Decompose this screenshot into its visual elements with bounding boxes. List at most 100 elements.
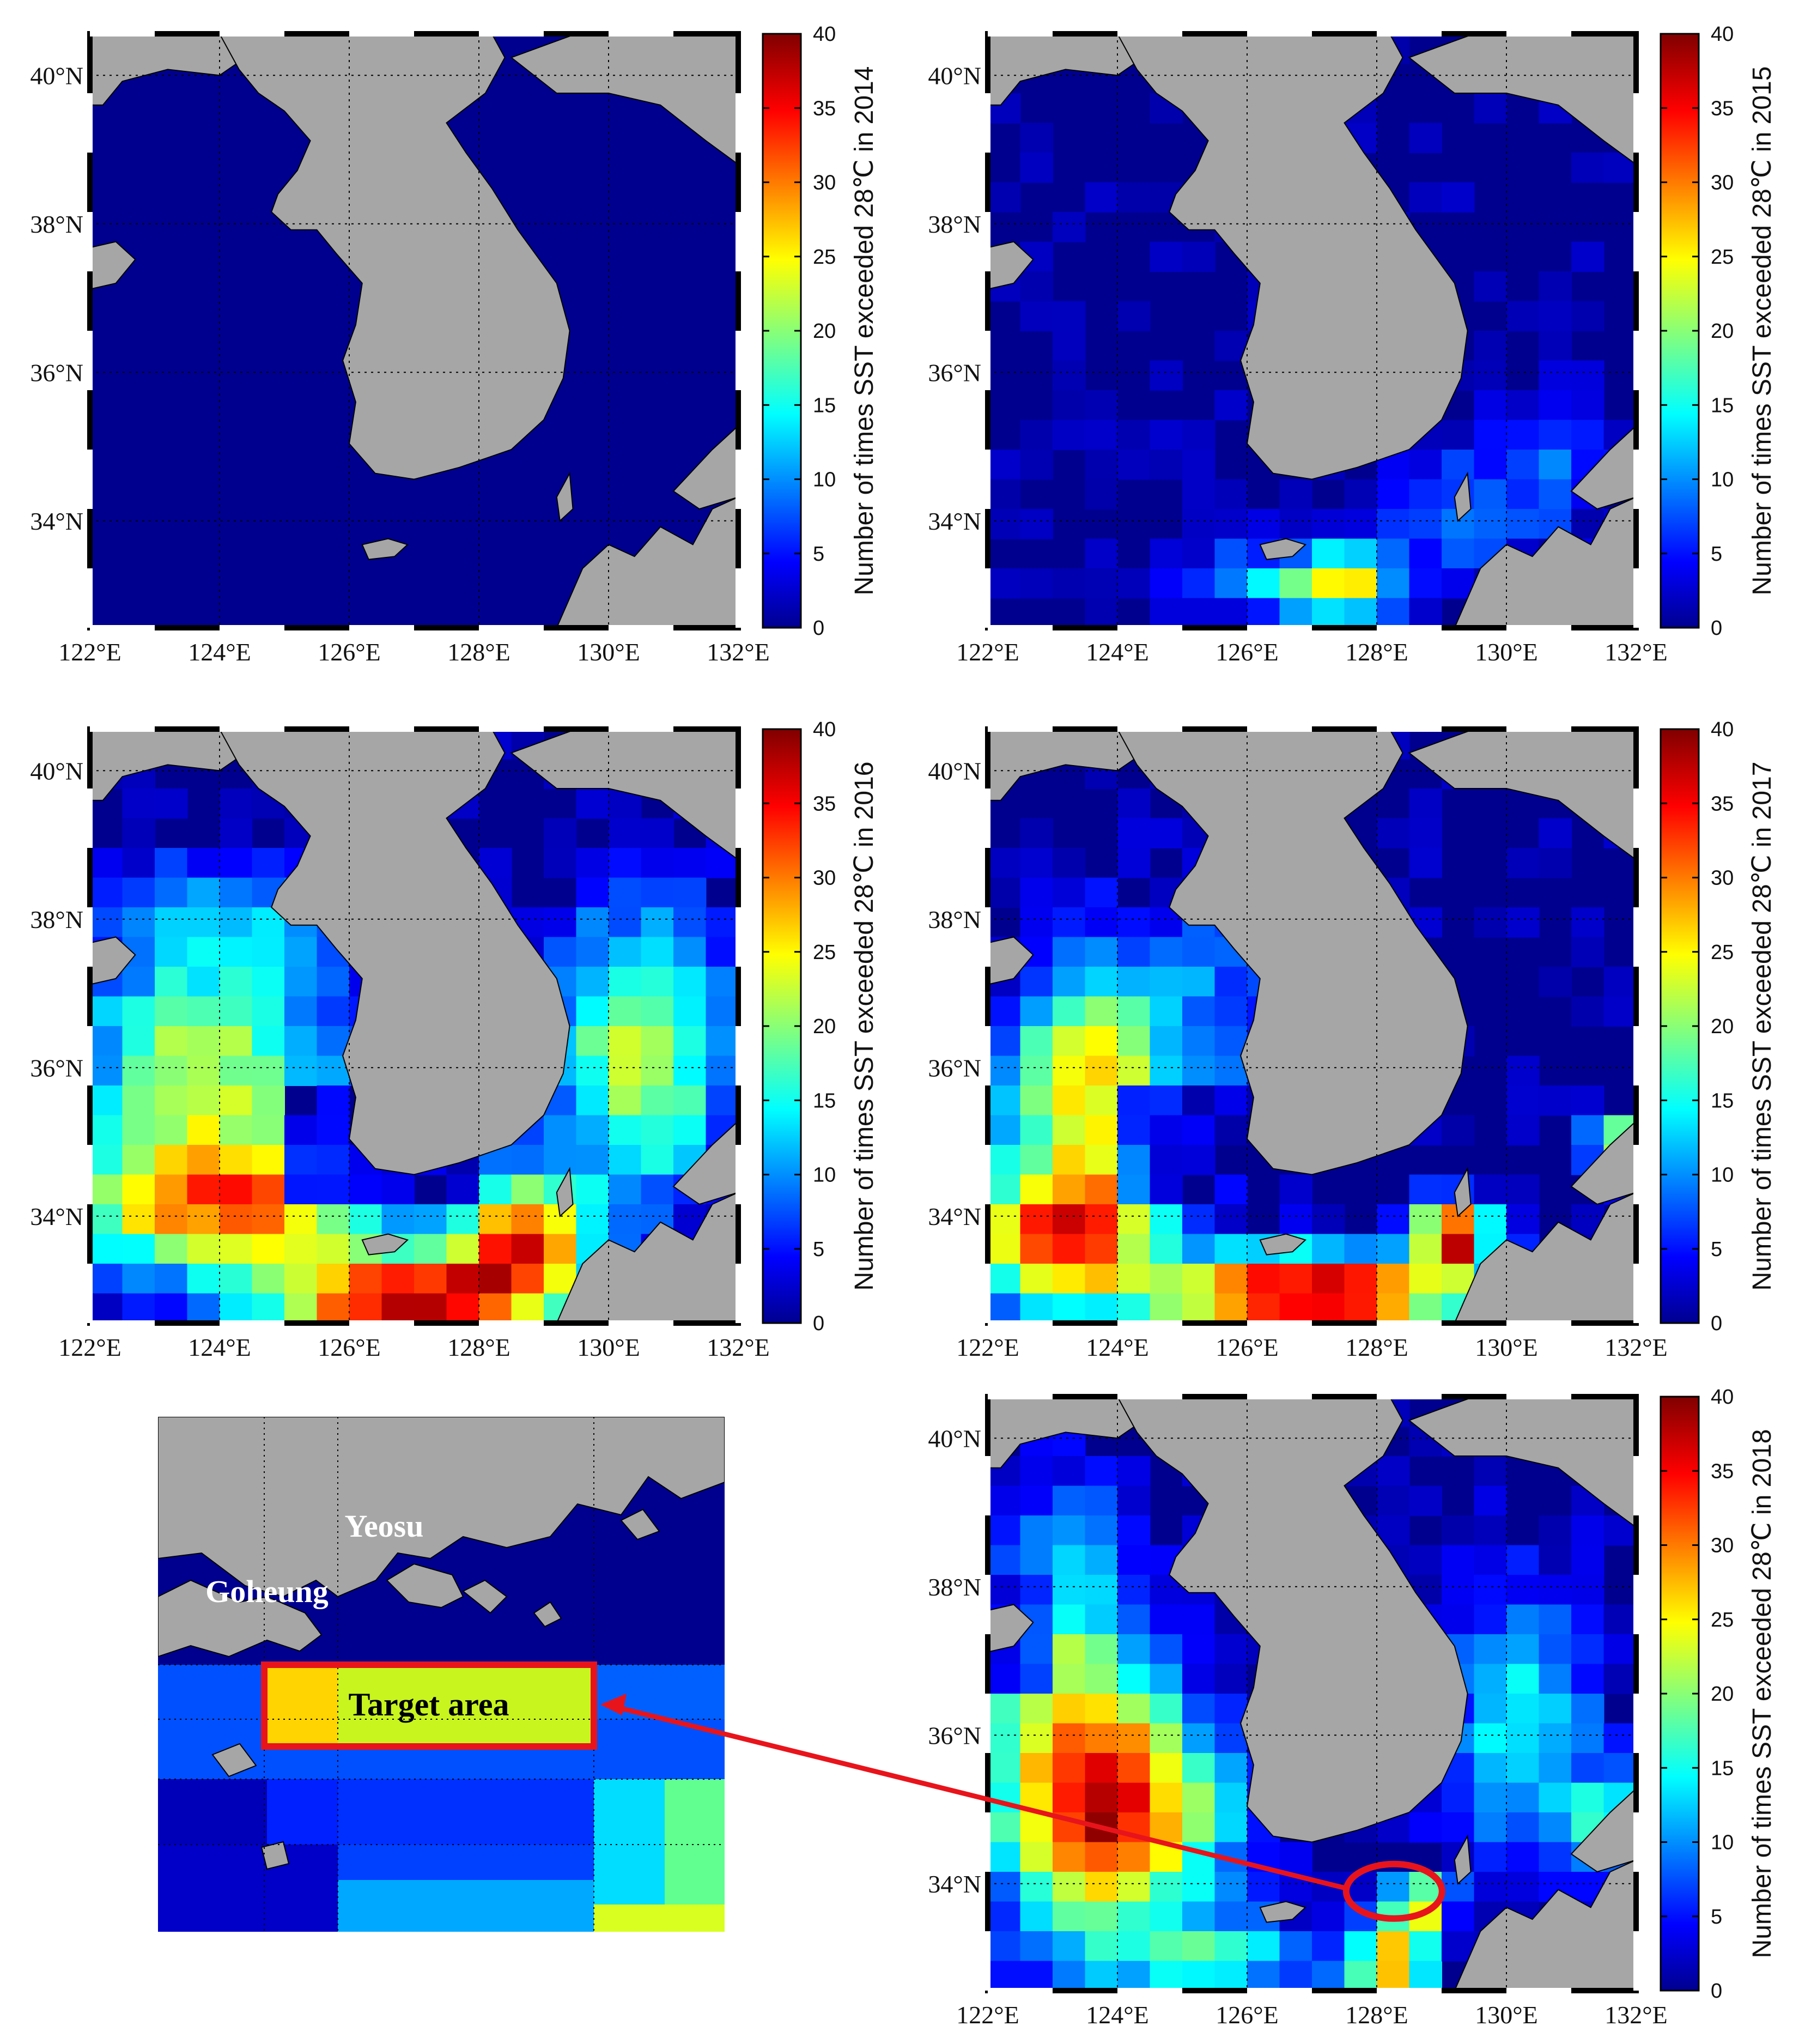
- sst-cell: [1409, 1812, 1442, 1843]
- sst-cell: [544, 1234, 577, 1264]
- sst-cell: [90, 1293, 123, 1323]
- colorbar-tick-label: 5: [1711, 1906, 1722, 1928]
- frame-tick: [736, 907, 741, 967]
- sst-cell: [576, 1026, 609, 1057]
- sst-cell: [1020, 153, 1053, 183]
- sst-cell: [1085, 450, 1118, 480]
- sst-cell: [1020, 1545, 1053, 1575]
- sst-cell: [1603, 996, 1636, 1027]
- sst-cell: [1117, 1872, 1151, 1902]
- sst-cell: [187, 1115, 220, 1145]
- sst-cell: [1474, 1872, 1507, 1902]
- sst-cell: [284, 1174, 318, 1205]
- sst-cell: [1539, 848, 1572, 878]
- colorbar-tick-label: 15: [813, 394, 836, 417]
- sst-cell: [122, 996, 155, 1027]
- sst-cell: [1117, 1115, 1151, 1145]
- sst-cell: [1085, 1753, 1118, 1784]
- colorbar-tick-label: 30: [1711, 867, 1734, 890]
- frame-tick: [1506, 625, 1571, 630]
- frame-tick: [736, 1264, 741, 1323]
- sst-cell: [1085, 1545, 1118, 1575]
- sst-cell: [641, 877, 674, 908]
- colorbar-2018: 0 5 10 15 20 25 30 35 40 Number of times SST exce…: [1660, 1386, 1777, 2003]
- lat-tick-label: 38°N: [928, 906, 981, 933]
- colorbar-tick-label: 5: [1711, 1238, 1722, 1261]
- sst-cell: [1020, 877, 1053, 908]
- colorbar-title: Number of times SST exceeded 28℃ in 2014: [850, 66, 879, 596]
- sst-cell: [1571, 937, 1604, 967]
- inset-land: [620, 1508, 660, 1540]
- frame-tick: [988, 1988, 1053, 1993]
- sst-cell: [1214, 967, 1248, 997]
- sst-cell: [1117, 1664, 1151, 1694]
- sst-cell: [446, 1234, 479, 1264]
- frame-tick: [479, 31, 544, 37]
- sst-cell: [1571, 1664, 1604, 1694]
- inset-map: Yeosu Goheung Target area: [158, 1417, 725, 1932]
- sst-cell: [1442, 1901, 1475, 1932]
- land-mass: [672, 1120, 738, 1205]
- inset-land: [211, 1743, 257, 1778]
- sst-cell: [1247, 1872, 1280, 1902]
- sst-cell: [1020, 1723, 1053, 1754]
- frame-tick: [1506, 1394, 1571, 1399]
- sst-cell: [1214, 1961, 1248, 1991]
- sst-cell: [1117, 1842, 1151, 1872]
- sst-cell: [1474, 331, 1507, 361]
- lon-tick-label: 132°E: [1604, 1333, 1668, 1361]
- lon-tick-label: 124°E: [1086, 2001, 1149, 2029]
- sst-cell: [220, 818, 253, 848]
- sst-cell: [1182, 1115, 1215, 1145]
- sst-cell: [1053, 1694, 1086, 1724]
- sst-cell: [641, 996, 674, 1027]
- lat-tick-label: 36°N: [30, 1054, 83, 1082]
- sst-cell: [155, 877, 188, 908]
- sst-cell: [1020, 420, 1053, 450]
- sst-cell: [187, 848, 220, 878]
- sst-cell: [1442, 450, 1475, 480]
- land-mass: [672, 425, 738, 510]
- sst-cell: [1085, 420, 1118, 450]
- sst-cell: [1150, 1026, 1183, 1057]
- sst-cell: [1150, 1753, 1183, 1784]
- sst-cell: [1506, 1575, 1540, 1605]
- sst-cell: [1409, 1234, 1442, 1264]
- land-mass: [218, 729, 570, 1175]
- sst-cell: [544, 937, 577, 967]
- inset-cell: [338, 1845, 594, 1880]
- sst-cell: [1474, 1753, 1507, 1784]
- sst-cell: [673, 1056, 707, 1086]
- sst-cell: [1571, 1575, 1604, 1605]
- land-mass: [1408, 34, 1636, 166]
- sst-cell: [1117, 1961, 1151, 1991]
- sst-cell: [1150, 1204, 1183, 1235]
- inset-land: [158, 1417, 725, 1598]
- sst-cell: [1247, 509, 1280, 539]
- sst-cell: [1539, 1842, 1572, 1872]
- sst-cell: [988, 479, 1021, 510]
- sst-cell: [220, 1085, 253, 1116]
- lon-tick-label: 130°E: [577, 1333, 640, 1361]
- sst-cell: [641, 818, 674, 848]
- sst-cell: [1474, 1782, 1507, 1813]
- sst-cell: [90, 907, 123, 938]
- sst-cell: [576, 789, 609, 819]
- sst-cell: [122, 1264, 155, 1294]
- sst-cell: [1053, 907, 1086, 938]
- lat-tick-label: 34°N: [30, 507, 83, 535]
- sst-cell: [155, 996, 188, 1027]
- sst-cell: [1506, 1694, 1540, 1724]
- sst-cell: [1117, 1234, 1151, 1264]
- sst-cell: [1603, 1723, 1636, 1754]
- sst-cell: [479, 1264, 512, 1294]
- sst-cell: [641, 1026, 674, 1057]
- frame-tick: [87, 1026, 93, 1085]
- sst-cell: [1117, 1604, 1151, 1635]
- sst-cell: [673, 1085, 707, 1116]
- sst-cell: [1279, 1842, 1312, 1872]
- sst-cell: [1474, 907, 1507, 938]
- sst-cell: [1150, 1872, 1183, 1902]
- label-target-area: Target area: [349, 1687, 509, 1722]
- sst-cell: [1020, 1694, 1053, 1724]
